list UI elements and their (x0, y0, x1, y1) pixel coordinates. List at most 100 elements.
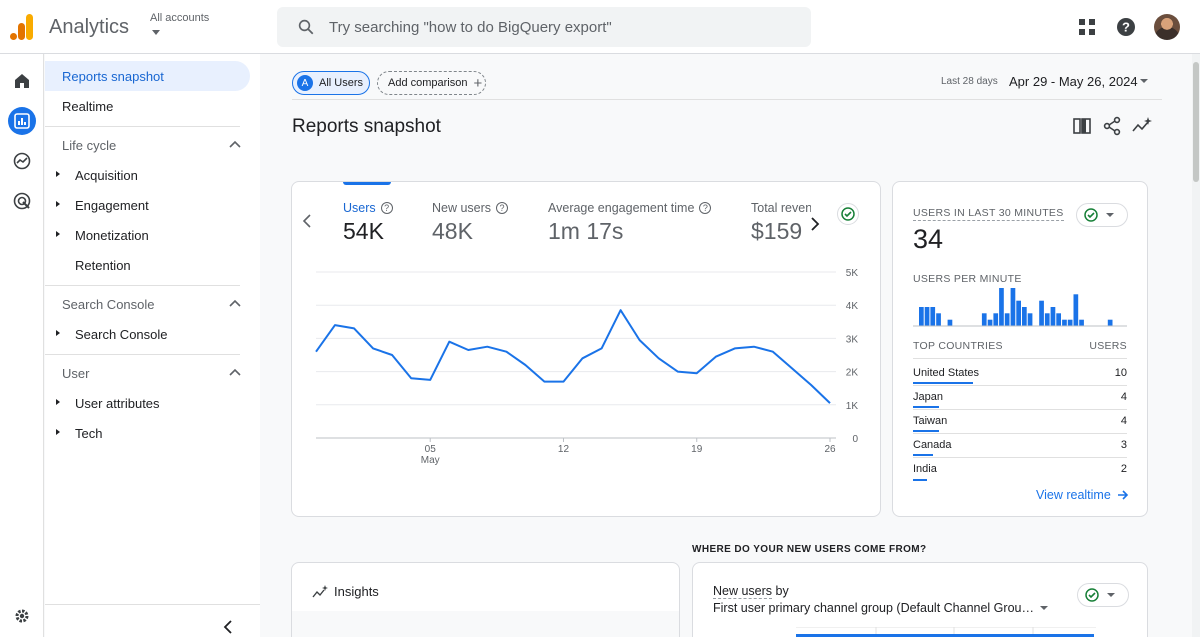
minute-bar[interactable] (1073, 294, 1079, 326)
sidebar-item-monetization[interactable]: Monetization (45, 220, 250, 250)
metric-label: Total revenue (751, 201, 811, 215)
minute-bar[interactable] (1056, 313, 1061, 326)
reports-icon[interactable] (8, 107, 36, 135)
country-name: Japan (913, 391, 943, 403)
minute-bar[interactable] (999, 288, 1004, 326)
sidebar-item-search-console[interactable]: Search Console (45, 319, 250, 349)
minute-bar[interactable] (1107, 319, 1113, 326)
minute-bar[interactable] (1039, 300, 1044, 326)
country-name: United States (913, 367, 980, 379)
country-value: 3 (1120, 439, 1127, 451)
scrollbar-thumb[interactable] (1193, 62, 1199, 182)
minute-bar[interactable] (1062, 319, 1067, 326)
section-title: User (62, 365, 90, 381)
metric-tab-total-revenue[interactable]: Total revenue $159 (751, 182, 811, 268)
app-name: Analytics (49, 16, 130, 38)
settings-gear-icon[interactable] (8, 602, 36, 630)
avatar[interactable] (1154, 14, 1180, 40)
minute-bar[interactable] (1079, 319, 1084, 326)
chevron-right-icon[interactable] (810, 217, 820, 236)
chevron-up-icon[interactable] (229, 299, 241, 307)
expand-arrow-icon (56, 429, 60, 435)
section-life-cycle[interactable]: Life cycle (45, 130, 245, 160)
chevron-left-icon[interactable] (302, 214, 312, 233)
minute-bar[interactable] (1067, 319, 1073, 326)
view-realtime-link[interactable]: View realtime (1036, 488, 1129, 502)
minute-bar[interactable] (1016, 300, 1021, 326)
metric-tab-avg-engagement[interactable]: Average engagement time? 1m 17s (548, 182, 738, 268)
help-icon[interactable]: ? (699, 202, 712, 214)
sidebar-item-reports-snapshot[interactable]: Reports snapshot (45, 61, 250, 91)
section-search-console[interactable]: Search Console (45, 289, 245, 319)
advertising-icon[interactable] (8, 187, 36, 215)
chevron-up-icon[interactable] (229, 140, 241, 148)
minute-bar[interactable] (1050, 307, 1056, 326)
minute-bar[interactable] (947, 319, 953, 326)
channel-group-dropdown[interactable]: First user primary channel group (Defaul… (713, 601, 1048, 615)
main-content: A All Users Add comparison + Last 28 day… (260, 54, 1190, 637)
help-icon[interactable]: ? (380, 202, 393, 214)
add-comparison-button[interactable]: Add comparison + (377, 71, 486, 95)
apps-grid-icon[interactable] (1076, 16, 1098, 38)
all-users-chip[interactable]: A All Users (292, 71, 370, 95)
data-quality-check-icon[interactable] (837, 203, 859, 225)
insights-card[interactable]: Insights (291, 562, 680, 637)
users-per-minute-label: USERS PER MINUTE (913, 273, 1022, 285)
search-input[interactable] (329, 7, 799, 47)
chevron-up-icon[interactable] (229, 368, 241, 376)
sidebar-item-retention[interactable]: Retention (45, 250, 250, 280)
minute-bar[interactable] (1027, 313, 1033, 326)
minute-bar[interactable] (924, 307, 930, 326)
country-row: India 2 (913, 458, 1127, 482)
country-value: 10 (1114, 367, 1127, 379)
add-comparison-label: Add comparison (388, 77, 468, 89)
minute-bar[interactable] (1010, 288, 1016, 326)
section-user[interactable]: User (45, 358, 245, 388)
minute-bar[interactable] (993, 313, 999, 326)
sidebar-item-engagement[interactable]: Engagement (45, 190, 250, 220)
metric-value: 1m 17s (548, 218, 624, 244)
sidebar-item-tech[interactable]: Tech (45, 418, 250, 448)
divider (45, 285, 240, 286)
collapse-chevron-icon[interactable] (223, 620, 233, 634)
metric-tab-users[interactable]: Users? 54K (343, 182, 433, 268)
accounts-caret-icon[interactable] (152, 30, 160, 35)
country-name: Canada (913, 439, 952, 451)
minute-bar[interactable] (1004, 313, 1010, 326)
help-icon[interactable]: ? (496, 202, 509, 214)
minute-bar[interactable] (936, 313, 941, 326)
help-icon[interactable]: ? (1115, 16, 1137, 38)
realtime-check-dropdown[interactable] (1076, 203, 1128, 227)
customize-columns-icon[interactable] (1072, 116, 1092, 136)
date-caret-icon[interactable] (1140, 79, 1148, 83)
page-scrollbar[interactable] (1192, 54, 1200, 637)
minute-bar[interactable] (981, 313, 987, 326)
accounts-selector[interactable]: All accounts (150, 12, 210, 24)
country-row: Japan 4 (913, 386, 1127, 410)
metric-label-text: Users (343, 201, 376, 215)
metric-label-text: Average engagement time (548, 201, 695, 215)
minute-bar[interactable] (1022, 307, 1027, 326)
country-meter (913, 430, 939, 432)
sidebar-item-acquisition[interactable]: Acquisition (45, 160, 250, 190)
minute-bar[interactable] (930, 307, 936, 326)
metric-tab-new-users[interactable]: New users? 48K (432, 182, 532, 268)
share-icon[interactable] (1102, 116, 1122, 136)
minute-bar[interactable] (1044, 313, 1050, 326)
y-tick-label: 3K (846, 334, 859, 345)
explore-icon[interactable] (8, 147, 36, 175)
new-users-title: New users by (713, 584, 789, 599)
new-users-metric[interactable]: New users (713, 584, 773, 599)
new-users-check-dropdown[interactable] (1077, 583, 1129, 607)
users-series-line[interactable] (315, 309, 831, 404)
sidebar-item-realtime[interactable]: Realtime (45, 91, 250, 121)
minute-bar[interactable] (987, 319, 993, 326)
minute-bar[interactable] (919, 307, 924, 326)
analytics-logo-icon[interactable] (10, 14, 34, 40)
insights-sparkle-icon[interactable] (1132, 116, 1152, 136)
plus-icon: + (473, 74, 483, 92)
date-range-picker[interactable]: Apr 29 - May 26, 2024 (1009, 74, 1138, 89)
home-icon[interactable] (8, 67, 36, 95)
search-bar[interactable] (277, 7, 811, 47)
sidebar-item-user-attributes[interactable]: User attributes (45, 388, 250, 418)
